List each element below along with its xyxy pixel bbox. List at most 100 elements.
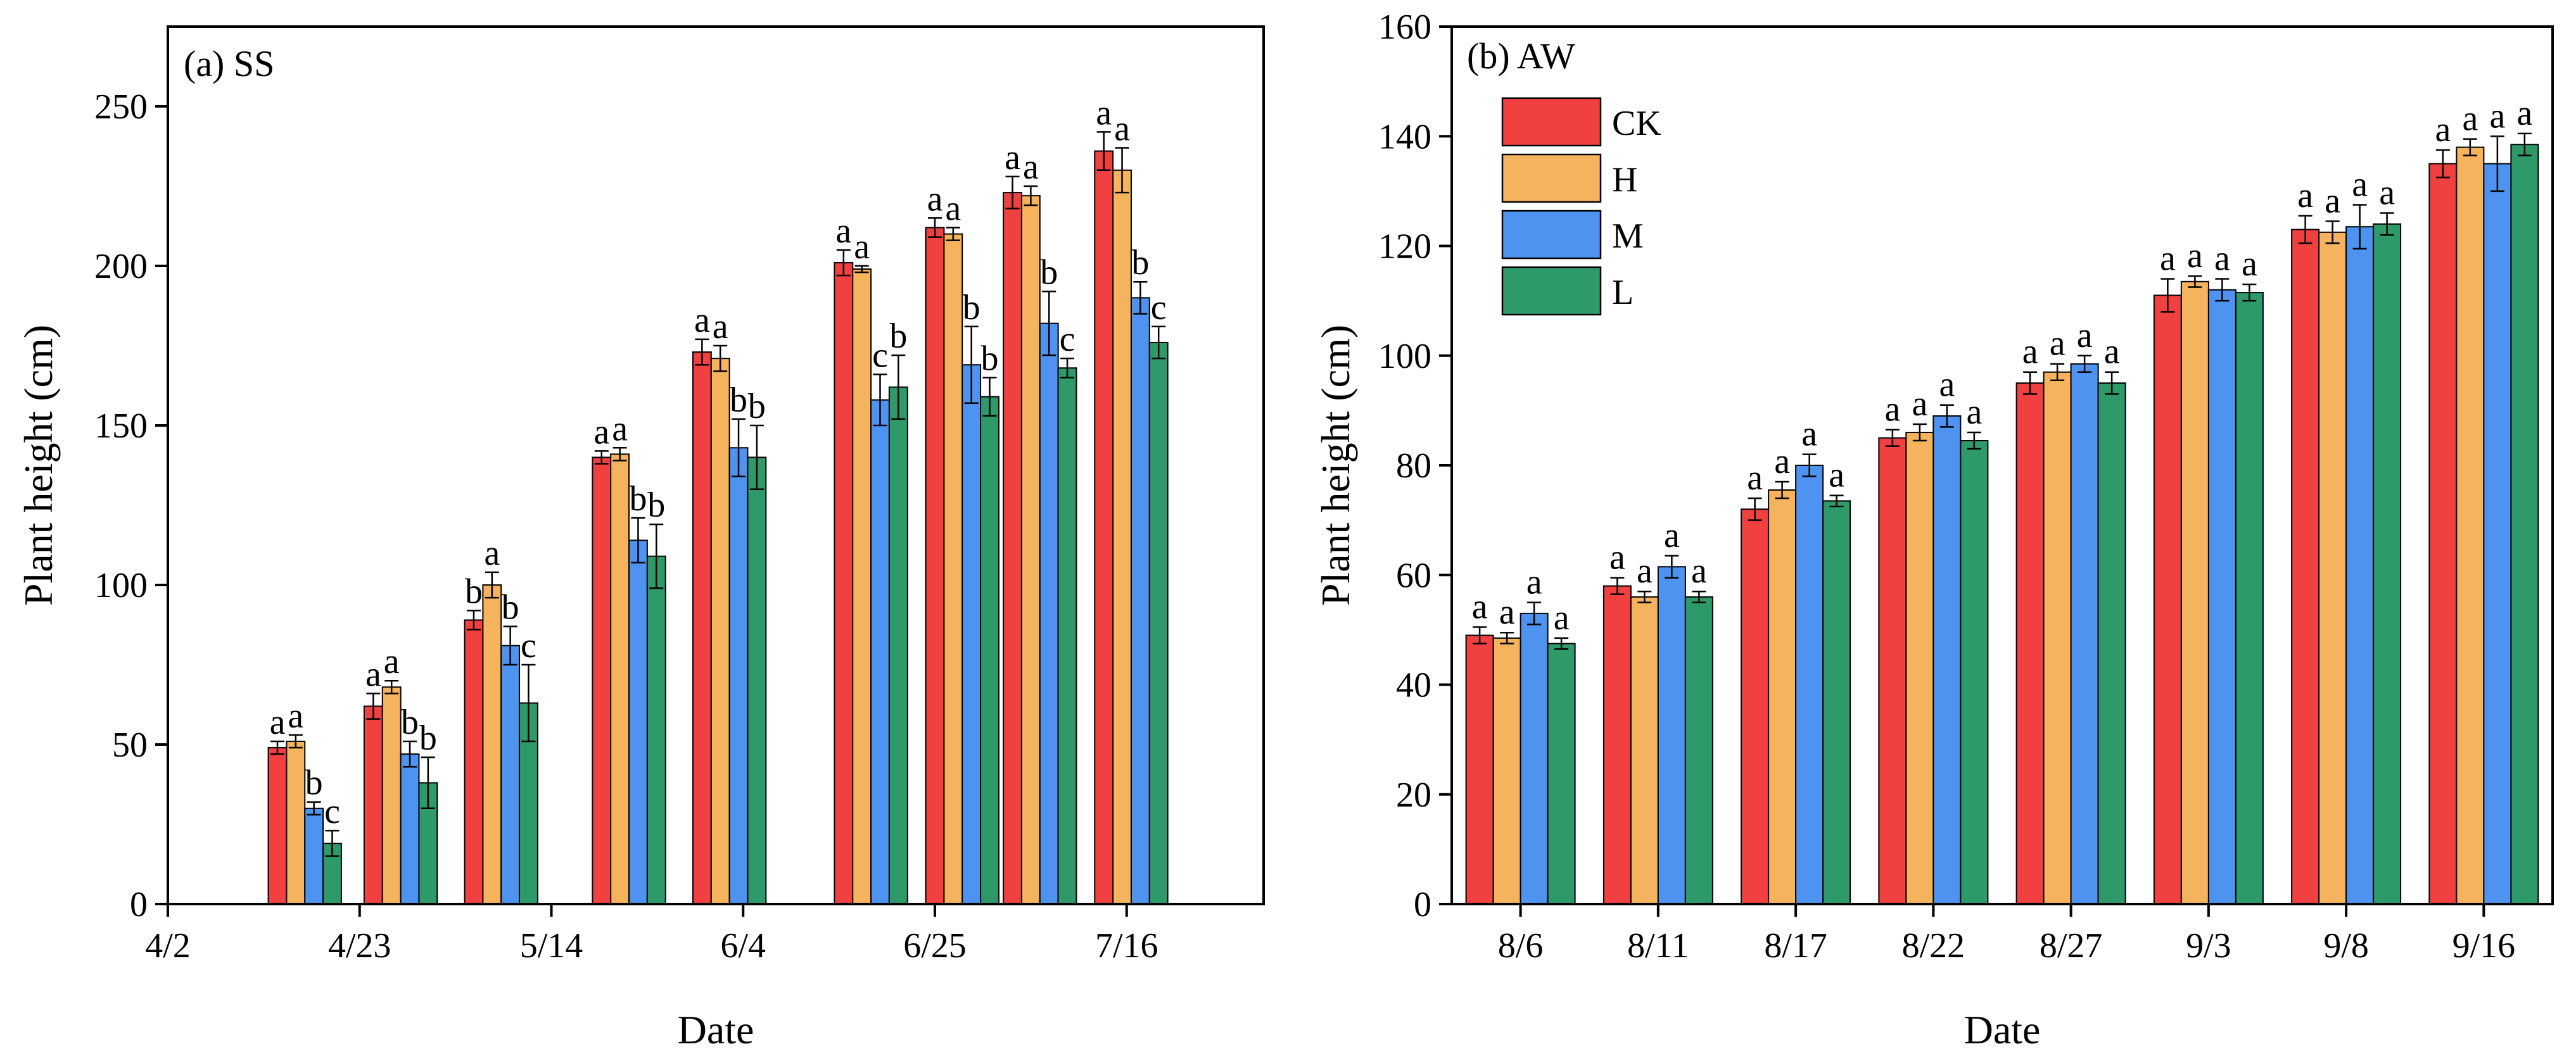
legend-label-h: H [1612,160,1637,199]
bar-a-g6-h [943,233,963,905]
panel-a-title: (a) SS [184,43,274,84]
bar-a-g6-m [961,364,982,905]
legend-swatch-ck [1501,97,1602,147]
error-bar-a-g7-ck [1005,175,1020,210]
error-bar-b-6-h [2325,220,2340,244]
error-bar-a-g0-ck [270,740,284,755]
panel-b-y-axis-label: Plant height (cm) [1313,325,1358,606]
x-tick-label-b: 8/22 [1902,926,1965,965]
error-bar-b-7-ck [2435,149,2450,179]
panel-a-y-axis-label: Plant height (cm) [16,325,61,606]
error-bar-b-7-h [2463,138,2477,156]
y-tick-label-a: 150 [94,406,148,446]
bar-a-g4-h [710,358,730,905]
bar-a-g7-l [1057,367,1077,905]
y-tick-label-b: 140 [1378,117,1431,156]
bar-b-4-l [2097,382,2126,905]
bar-a-g5-ck [834,261,854,905]
panel-b-x-axis-label: Date [1964,1007,2041,1052]
bar-a-g0-h [286,740,306,905]
sig-label-b-6-l: a [2379,173,2395,213]
sig-label-a-g3-l: b [647,486,665,525]
bar-b-4-m [2070,363,2099,905]
sig-label-b-7-h: a [2462,99,2478,139]
x-tick-label-b: 9/16 [2452,926,2516,965]
bar-a-g3-m [628,539,648,905]
sig-label-b-3-l: a [1966,393,1982,432]
bar-b-2-m [1795,465,1824,905]
sig-label-a-g1-l: b [419,719,437,758]
y-tick-label-a: 200 [94,247,148,286]
sig-label-b-4-ck: a [2022,332,2038,372]
bar-a-g5-m [870,399,890,905]
x-tick-label-a: 6/25 [903,926,967,965]
sig-label-a-g2-h: a [484,534,500,573]
sig-label-a-g8-h: a [1114,110,1130,149]
panel-b-bars [1465,144,2539,905]
bar-b-2-l [1822,500,1851,905]
sig-label-a-g6-h: a [945,189,961,229]
sig-label-a-g4-l: b [748,387,766,426]
bar-a-g8-h [1112,169,1132,905]
sig-label-b-4-m: a [2077,316,2093,355]
sig-label-b-1-ck: a [1609,538,1625,577]
bar-b-3-m [1932,415,1962,905]
bar-b-1-h [1630,596,1659,905]
sig-label-a-g3-ck: a [593,412,609,451]
error-bar-a-g4-l [749,424,764,491]
y-tick-label-b: 160 [1378,8,1431,47]
panel-a-error-bars [270,131,1166,857]
sig-label-a-g5-l: b [889,317,907,356]
sig-label-b-4-l: a [2104,332,2120,372]
error-bar-a-g2-l [521,663,536,743]
error-bar-a-g6-ck [928,217,942,238]
error-bar-a-g5-l [891,354,906,420]
bar-a-g3-ck [592,456,612,905]
error-bar-a-g8-m [1133,280,1148,315]
bar-b-4-h [2043,371,2072,905]
bar-a-g8-ck [1094,150,1114,905]
sig-label-a-g1-m: b [401,703,419,742]
y-tick-label-b: 20 [1396,776,1431,815]
error-bar-b-1-l [1692,590,1706,603]
bar-b-2-h [1768,489,1797,905]
bar-b-1-l [1684,596,1713,905]
bar-a-g5-l [888,386,908,905]
error-bar-a-g4-ck [695,338,709,366]
error-bar-a-g1-h [384,679,399,695]
error-bar-a-g8-l [1152,325,1166,360]
bar-a-g5-h [852,268,872,905]
error-bar-b-4-h [2050,363,2065,381]
y-tick-label-b: 60 [1396,556,1431,595]
sig-label-b-3-h: a [1912,384,1927,424]
sig-label-a-g5-h: a [854,227,870,267]
sig-label-b-2-ck: a [1747,458,1763,498]
sig-label-b-0-l: a [1554,598,1570,638]
sig-label-a-g6-m: b [963,288,980,327]
error-bar-b-0-ck [1473,626,1487,644]
bar-a-g3-h [610,453,630,905]
error-bar-a-g5-ck [836,249,851,277]
bar-a-g6-ck [925,227,945,905]
bar-a-g3-l [646,555,666,905]
legend-label-l: L [1612,273,1634,312]
legend-item-h: H [1501,153,1637,203]
error-bar-a-g2-ck [466,610,481,631]
sig-label-a-g5-ck: a [835,211,851,251]
bar-b-3-ck [1878,437,1907,905]
sig-label-a-g7-h: a [1023,148,1039,187]
error-bar-b-0-m [1527,601,1542,625]
sig-label-b-6-m: a [2352,165,2368,204]
bar-b-1-ck [1602,585,1632,905]
sig-label-b-1-h: a [1637,551,1653,591]
x-tick-label-a: 4/2 [145,926,191,965]
error-bar-b-6-ck [2298,215,2313,244]
legend-item-l: L [1501,266,1634,316]
sig-label-a-g8-l: c [1151,288,1167,327]
error-bar-a-g3-h [612,447,627,462]
sig-label-b-3-ck: a [1884,390,1900,429]
sig-label-a-g3-h: a [612,409,628,448]
x-tick-label-b: 9/3 [2186,926,2231,965]
error-bar-a-g5-m [873,374,887,427]
